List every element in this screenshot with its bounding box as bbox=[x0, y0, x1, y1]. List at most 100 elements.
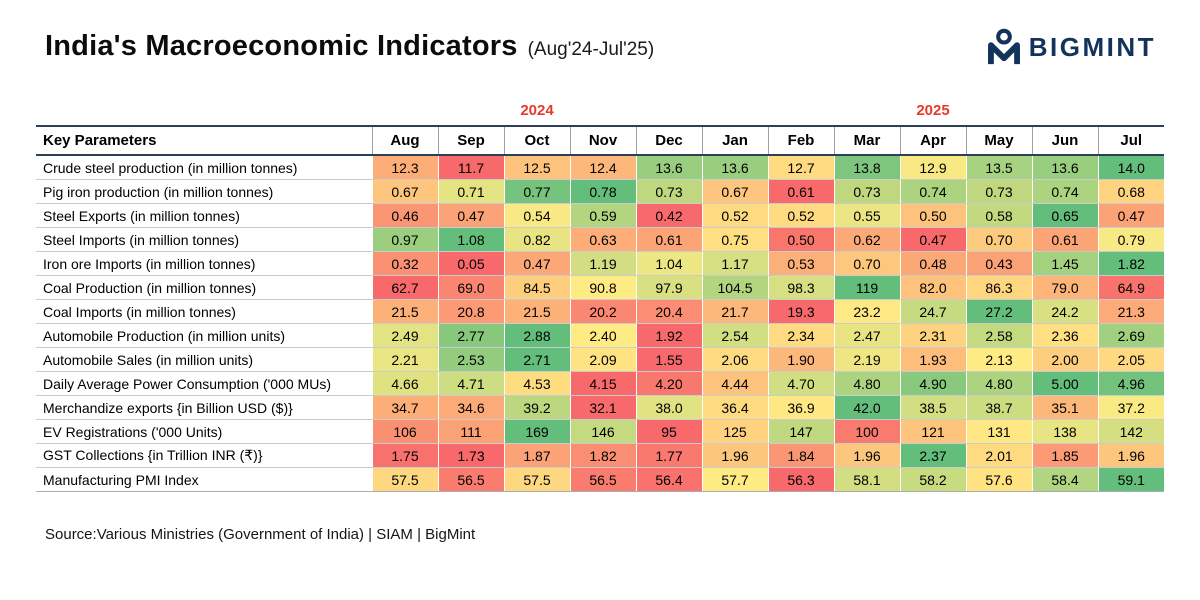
heatmap-cell: 147 bbox=[767, 419, 835, 444]
heatmap-cell: 2.19 bbox=[833, 347, 901, 372]
column-header-oct: Oct bbox=[503, 125, 570, 156]
heatmap-cell: 23.2 bbox=[833, 299, 901, 324]
heatmap-cell: 119 bbox=[833, 275, 901, 300]
heatmap-cell: 0.61 bbox=[635, 227, 703, 252]
heatmap-cell: 0.32 bbox=[371, 251, 438, 276]
column-header-may: May bbox=[965, 125, 1033, 156]
heatmap-cell: 56.4 bbox=[635, 467, 703, 492]
heatmap-cell: 69.0 bbox=[437, 275, 504, 300]
heatmap-cell: 138 bbox=[1031, 419, 1099, 444]
row-label: Steel Imports (in million tonnes) bbox=[36, 227, 372, 252]
heatmap-cell: 24.7 bbox=[899, 299, 967, 324]
row-label: Coal Production (in million tonnes) bbox=[36, 275, 372, 300]
heatmap-cell: 2.40 bbox=[569, 323, 636, 348]
year-label-2025: 2025 bbox=[916, 102, 950, 119]
heatmap-cell: 121 bbox=[899, 419, 967, 444]
heatmap-cell: 1.96 bbox=[1097, 443, 1165, 468]
column-header-key-parameters: Key Parameters bbox=[36, 125, 372, 156]
heatmap-cell: 98.3 bbox=[767, 275, 835, 300]
heatmap-cell: 1.92 bbox=[635, 323, 703, 348]
heatmap-cell: 0.47 bbox=[1097, 203, 1165, 228]
heatmap-cell: 169 bbox=[503, 419, 570, 444]
heatmap-cell: 0.52 bbox=[701, 203, 769, 228]
heatmap-cell: 0.43 bbox=[965, 251, 1033, 276]
heatmap-cell: 1.96 bbox=[833, 443, 901, 468]
heatmap-cell: 0.79 bbox=[1097, 227, 1165, 252]
heatmap-cell: 106 bbox=[371, 419, 438, 444]
heatmap-cell: 1.04 bbox=[635, 251, 703, 276]
table-row: Steel Imports (in million tonnes) 0.97 1.0… bbox=[36, 227, 1165, 252]
heatmap-cell: 62.7 bbox=[371, 275, 438, 300]
heatmap-cell: 2.21 bbox=[371, 347, 438, 372]
heatmap-cell: 0.47 bbox=[899, 227, 967, 252]
table-row: Daily Average Power Consumption ('000 MU… bbox=[36, 371, 1165, 396]
row-label: EV Registrations ('000 Units) bbox=[36, 419, 372, 444]
page-title: India's Macroeconomic Indicators bbox=[45, 30, 518, 62]
heatmap-cell: 4.80 bbox=[833, 371, 901, 396]
table-row: Iron ore Imports (in million tonnes) 0.32… bbox=[36, 251, 1165, 276]
heatmap-cell: 12.9 bbox=[899, 155, 967, 180]
column-header-jul: Jul bbox=[1097, 125, 1165, 156]
heatmap-cell: 0.55 bbox=[833, 203, 901, 228]
heatmap-cell: 1.90 bbox=[767, 347, 835, 372]
heatmap-cell: 84.5 bbox=[503, 275, 570, 300]
column-header-mar: Mar bbox=[833, 125, 901, 156]
heatmap-cell: 0.74 bbox=[1031, 179, 1099, 204]
heatmap-cell: 4.20 bbox=[635, 371, 703, 396]
page-subtitle: (Aug'24-Jul'25) bbox=[527, 39, 655, 60]
heatmap-cell: 21.3 bbox=[1097, 299, 1165, 324]
heatmap-cell: 2.77 bbox=[437, 323, 504, 348]
heatmap-cell: 0.63 bbox=[569, 227, 636, 252]
heatmap-cell: 0.67 bbox=[701, 179, 769, 204]
heatmap-cell: 57.7 bbox=[701, 467, 769, 492]
heatmap-cell: 1.84 bbox=[767, 443, 835, 468]
heatmap-cell: 13.6 bbox=[635, 155, 703, 180]
row-label: Automobile Sales (in million units) bbox=[36, 347, 372, 372]
heatmap-cell: 0.05 bbox=[437, 251, 504, 276]
heatmap-cell: 4.53 bbox=[503, 371, 570, 396]
year-spacer bbox=[36, 102, 372, 126]
heatmap-cell: 19.3 bbox=[767, 299, 835, 324]
heatmap-cell: 1.77 bbox=[635, 443, 703, 468]
heatmap-cell: 12.4 bbox=[569, 155, 636, 180]
table-row: GST Collections {in Trillion INR (₹)} 1.7… bbox=[36, 443, 1165, 468]
heatmap-cell: 13.8 bbox=[833, 155, 901, 180]
heatmap-cell: 0.54 bbox=[503, 203, 570, 228]
heatmap-cell: 4.44 bbox=[701, 371, 769, 396]
heatmap-cell: 131 bbox=[965, 419, 1033, 444]
heatmap-cell: 0.68 bbox=[1097, 179, 1165, 204]
heatmap-cell: 20.2 bbox=[569, 299, 636, 324]
heatmap-cell: 100 bbox=[833, 419, 901, 444]
column-header-jun: Jun bbox=[1031, 125, 1099, 156]
heatmap-cell: 34.7 bbox=[371, 395, 438, 420]
heatmap-cell: 2.54 bbox=[701, 323, 769, 348]
heatmap-cell: 2.53 bbox=[437, 347, 504, 372]
row-label: Daily Average Power Consumption ('000 MU… bbox=[36, 371, 372, 396]
heatmap-cell: 0.46 bbox=[371, 203, 438, 228]
heatmap-cell: 0.70 bbox=[833, 251, 901, 276]
heatmap-cell: 2.69 bbox=[1097, 323, 1165, 348]
heatmap-cell: 20.4 bbox=[635, 299, 703, 324]
row-label: Automobile Production (in million units) bbox=[36, 323, 372, 348]
heatmap-cell: 0.77 bbox=[503, 179, 570, 204]
heatmap-cell: 0.74 bbox=[899, 179, 967, 204]
heatmap-cell: 35.1 bbox=[1031, 395, 1099, 420]
heatmap-cell: 90.8 bbox=[569, 275, 636, 300]
table-row: Manufacturing PMI Index 57.5 56.5 57.5 56.5 5… bbox=[36, 467, 1165, 492]
heatmap-cell: 64.9 bbox=[1097, 275, 1165, 300]
heatmap-cell: 0.47 bbox=[437, 203, 504, 228]
heatmap-cell: 2.47 bbox=[833, 323, 901, 348]
heatmap-cell: 0.61 bbox=[767, 179, 835, 204]
heatmap-cell: 42.0 bbox=[833, 395, 901, 420]
heatmap-cell: 27.2 bbox=[965, 299, 1033, 324]
bigmint-logo-text: BIGMINT bbox=[1028, 31, 1156, 62]
heatmap-cell: 4.66 bbox=[371, 371, 438, 396]
heatmap-cell: 13.6 bbox=[701, 155, 769, 180]
heatmap-cell: 2.36 bbox=[1031, 323, 1099, 348]
heatmap-cell: 0.73 bbox=[965, 179, 1033, 204]
heatmap-cell: 0.50 bbox=[767, 227, 835, 252]
table-row: Crude steel production (in million tonne… bbox=[36, 155, 1165, 180]
heatmap-cell: 2.09 bbox=[569, 347, 636, 372]
row-label: Iron ore Imports (in million tonnes) bbox=[36, 251, 372, 276]
heatmap-cell: 57.6 bbox=[965, 467, 1033, 492]
